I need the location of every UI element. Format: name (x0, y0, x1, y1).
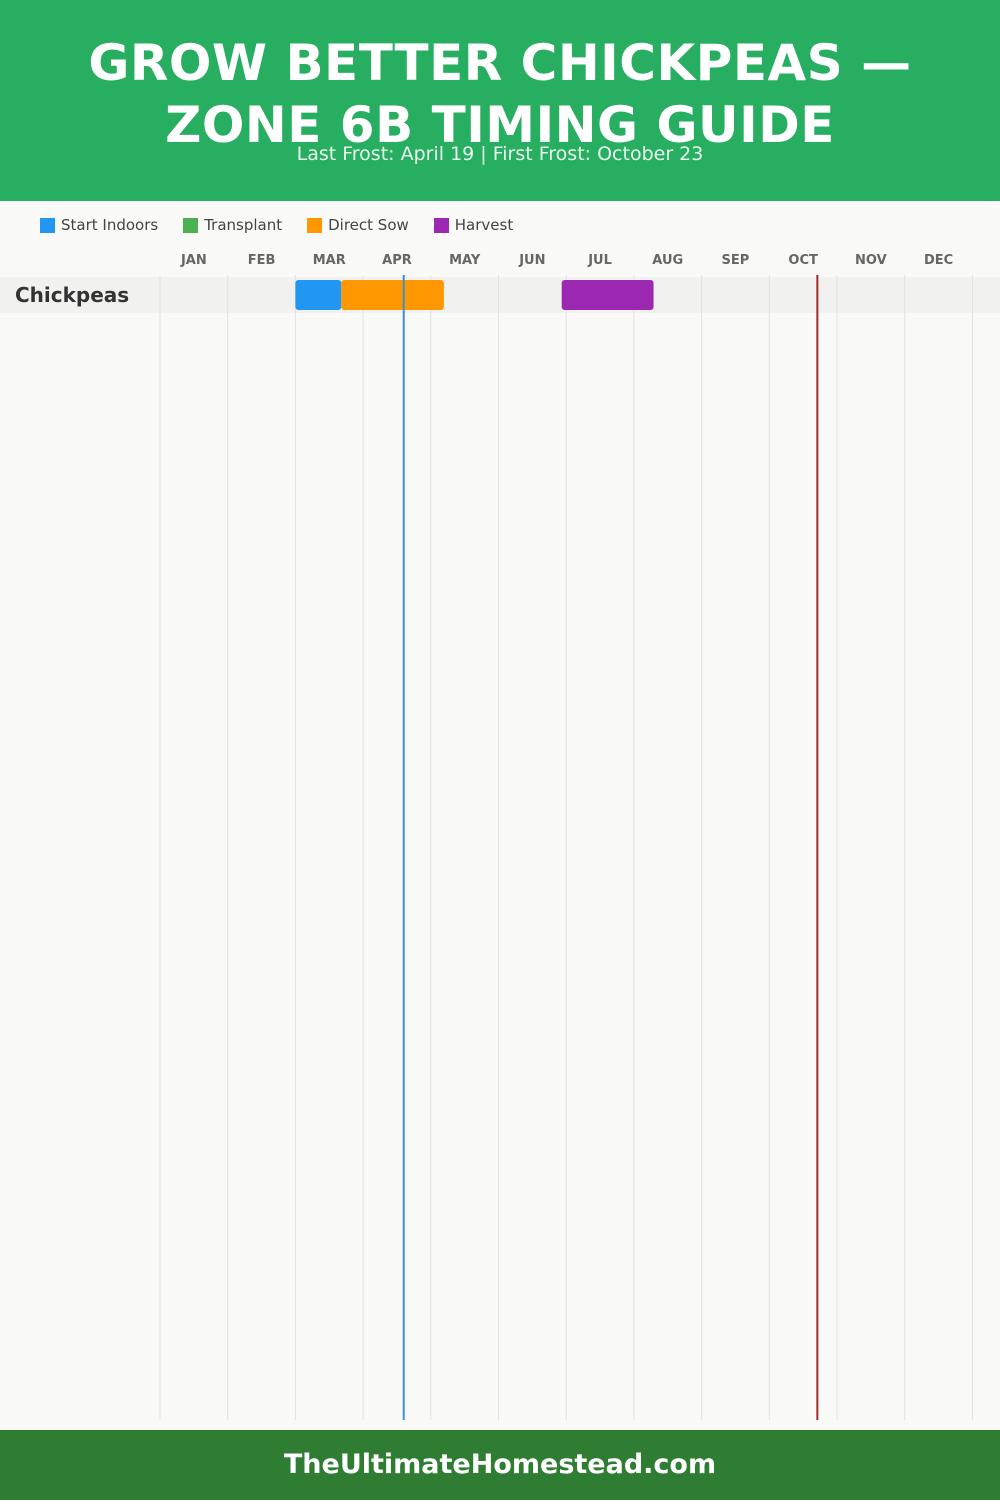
month-label-nov: NOV (855, 253, 887, 268)
month-label-feb: FEB (248, 253, 276, 268)
page-title: GROW BETTER CHICKPEAS — ZONE 6B TIMING G… (0, 32, 1000, 156)
month-label-sep: SEP (722, 253, 750, 268)
footer-site-name: TheUltimateHomestead.com (0, 1430, 1000, 1500)
bar-start-indoors (295, 280, 342, 310)
legend-label-harvest: Harvest (454, 216, 514, 234)
chart-legend: Start Indoors Transplant Direct Sow Harv… (40, 214, 538, 236)
legend-swatch-direct-sow (307, 217, 323, 233)
legend-item-harvest: Harvest (433, 216, 514, 234)
legend-swatch-start-indoors (40, 217, 55, 233)
row-background (0, 277, 1000, 313)
title-line-2: ZONE 6B TIMING GUIDE (165, 96, 835, 154)
legend-item-direct-sow: Direct Sow (307, 216, 409, 234)
crop-label: Chickpeas (15, 283, 129, 307)
bar-harvest (561, 280, 654, 310)
header-banner: GROW BETTER CHICKPEAS — ZONE 6B TIMING G… (0, 0, 1000, 201)
month-label-apr: APR (382, 253, 412, 268)
month-label-mar: MAR (313, 253, 346, 268)
title-line-1: GROW BETTER CHICKPEAS — (88, 34, 912, 92)
legend-label-direct-sow: Direct Sow (328, 216, 409, 234)
month-label-dec: DEC (924, 253, 953, 268)
month-label-jan: JAN (180, 253, 207, 268)
legend-item-transplant: Transplant (183, 216, 282, 234)
bar-direct-sow (341, 280, 444, 310)
legend-item-start-indoors: Start Indoors (40, 216, 158, 234)
planting-calendar-chart: JAN FEB MAR APR MAY JUN JUL AUG SEP OCT NOV DEC Chic… (0, 253, 1000, 1420)
month-label-jul: JUL (587, 253, 612, 268)
legend-swatch-harvest (433, 217, 449, 233)
month-label-aug: AUG (652, 253, 683, 268)
legend-label-start-indoors: Start Indoors (61, 216, 159, 234)
frost-dates-subtitle: Last Frost: April 19 | First Frost: Octo… (296, 143, 704, 165)
legend-swatch-transplant (183, 217, 199, 233)
month-label-oct: OCT (788, 253, 818, 268)
month-label-may: MAY (449, 253, 481, 268)
month-label-jun: JUN (518, 253, 545, 268)
legend-label-transplant: Transplant (204, 216, 283, 234)
